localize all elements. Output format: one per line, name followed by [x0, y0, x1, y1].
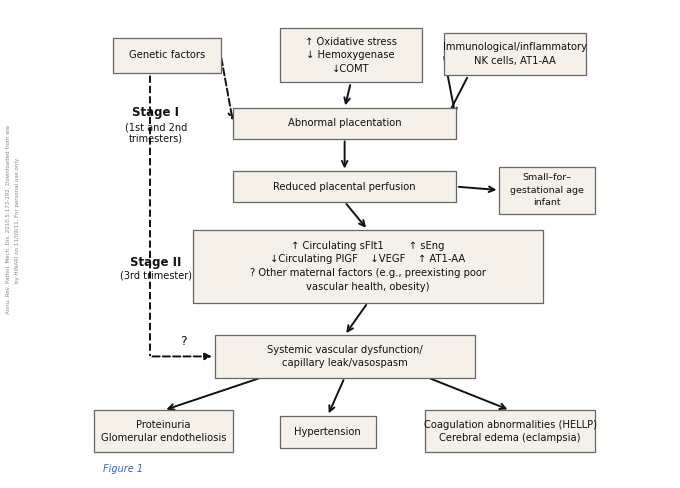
FancyBboxPatch shape [113, 38, 221, 73]
Text: ↑ Circulating sFlt1        ↑ sEng
↓Circulating PlGF    ↓VEGF    ↑ AT1-AA
? Other: ↑ Circulating sFlt1 ↑ sEng ↓Circulating … [250, 241, 486, 292]
FancyBboxPatch shape [233, 108, 456, 139]
Text: Small–for–
gestational age
infant: Small–for– gestational age infant [511, 173, 584, 207]
FancyBboxPatch shape [425, 410, 595, 452]
FancyBboxPatch shape [193, 230, 543, 303]
FancyBboxPatch shape [499, 167, 595, 214]
Text: Genetic factors: Genetic factors [129, 50, 205, 61]
Text: Proteinuria
Glomerular endotheliosis: Proteinuria Glomerular endotheliosis [101, 420, 226, 443]
Text: Stage I: Stage I [133, 106, 180, 120]
Text: (3rd trimester): (3rd trimester) [120, 271, 192, 281]
Text: Hypertension: Hypertension [294, 427, 361, 437]
FancyBboxPatch shape [279, 28, 422, 82]
Text: Stage II: Stage II [130, 256, 182, 269]
FancyBboxPatch shape [215, 335, 475, 378]
Text: Reduced placental perfusion: Reduced placental perfusion [273, 182, 416, 192]
Text: ?: ? [180, 335, 187, 348]
FancyBboxPatch shape [233, 171, 456, 202]
Text: trimesters): trimesters) [129, 133, 183, 143]
Text: Immunological/inflammatory
NK cells, AT1-AA: Immunological/inflammatory NK cells, AT1… [443, 42, 587, 66]
FancyBboxPatch shape [94, 410, 233, 452]
FancyBboxPatch shape [279, 416, 375, 448]
Text: (1st and 2nd: (1st and 2nd [124, 123, 187, 133]
Text: by HINARI on 11/09/11. For personal use only.: by HINARI on 11/09/11. For personal use … [15, 157, 20, 283]
Text: Abnormal placentation: Abnormal placentation [288, 119, 401, 128]
Text: Coagulation abnormalities (HELLP)
Cerebral edema (eclampsia): Coagulation abnormalities (HELLP) Cerebr… [424, 420, 596, 443]
Text: ↑ Oxidative stress
↓ Hemoxygenase
↓COMT: ↑ Oxidative stress ↓ Hemoxygenase ↓COMT [305, 37, 397, 74]
Text: Figure 1: Figure 1 [103, 464, 143, 473]
Text: Annu. Rev. Pathol. Mech. Dis. 2010.5:173-192. Downloaded from ww: Annu. Rev. Pathol. Mech. Dis. 2010.5:173… [5, 125, 11, 314]
Text: Systemic vascular dysfunction/
capillary leak/vasospasm: Systemic vascular dysfunction/ capillary… [267, 345, 422, 368]
FancyBboxPatch shape [443, 33, 586, 75]
